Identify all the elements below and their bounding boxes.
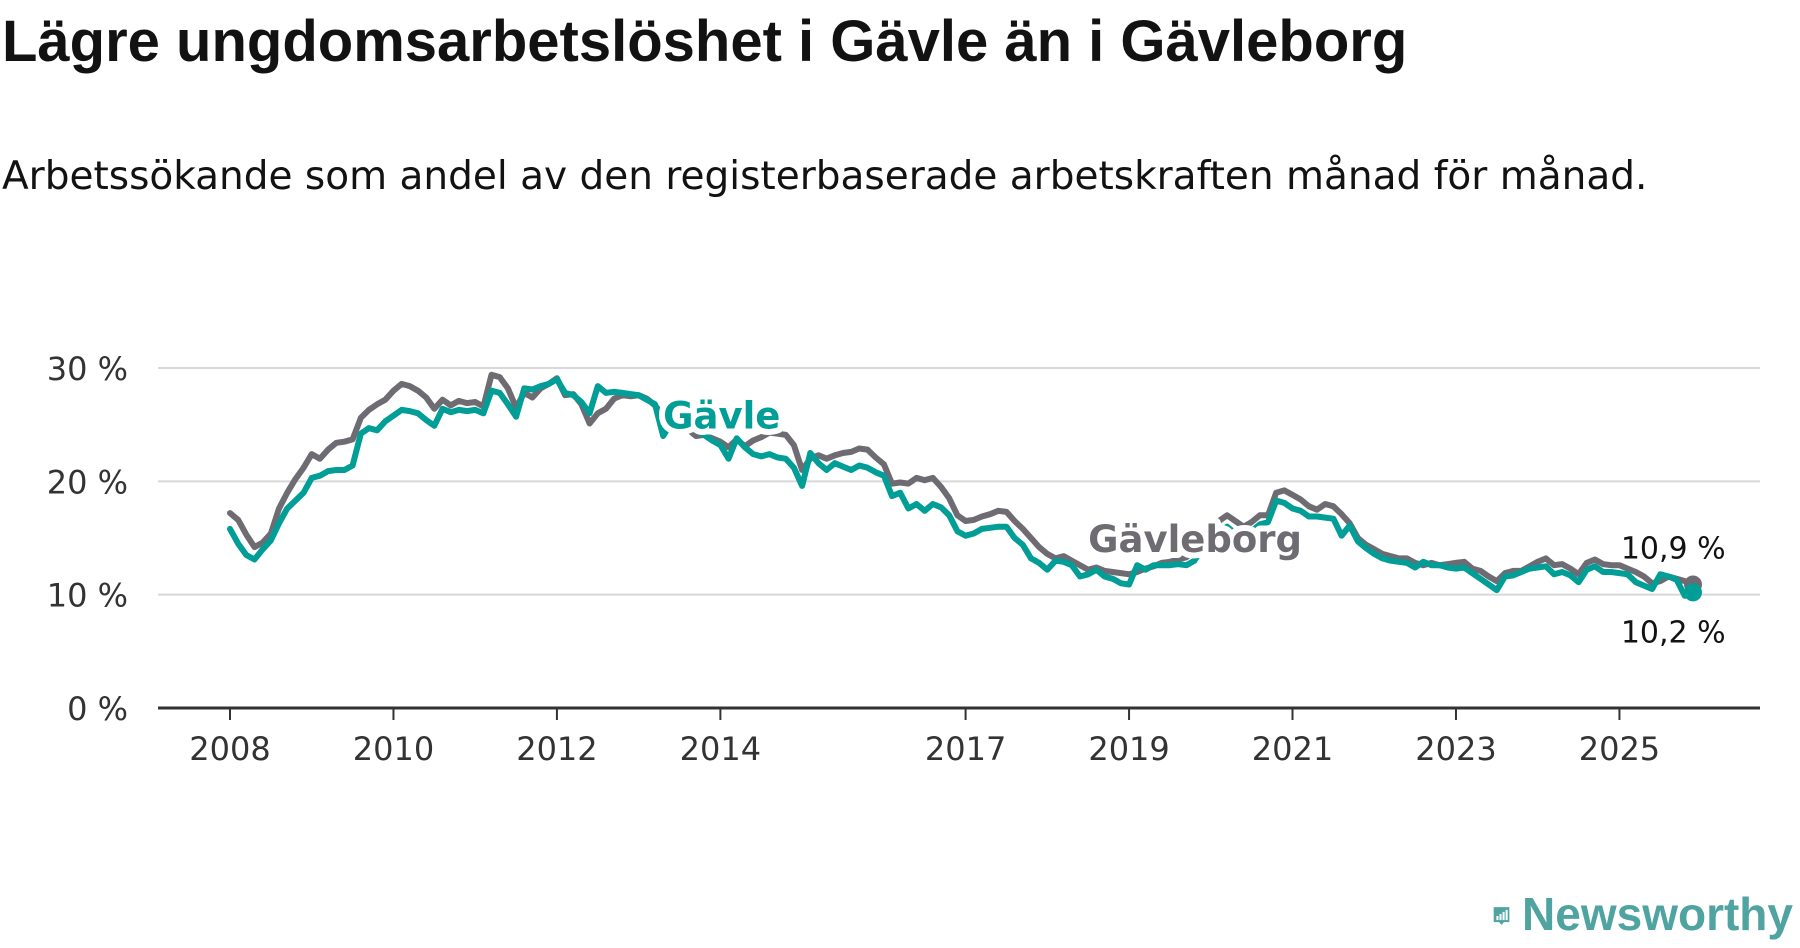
x-tick-label: 2010: [353, 730, 434, 768]
series-line-gavle: [227, 376, 1696, 599]
x-tick-label: 2012: [516, 730, 597, 768]
series-end-point: [1684, 583, 1702, 602]
series-line-gavleborg: [227, 371, 1696, 588]
series-label: Gävle: [663, 394, 780, 437]
x-tick-label: 2021: [1252, 730, 1333, 768]
y-tick-label: 10 %: [47, 577, 128, 615]
x-tick-label: 2008: [189, 730, 270, 768]
chart-subtitle: Arbetssökande som andel av den registerb…: [2, 154, 1648, 199]
y-tick-label: 20 %: [47, 463, 128, 501]
brand-logo: Newsworthy: [1493, 888, 1793, 948]
x-tick-label: 2023: [1415, 730, 1496, 768]
x-tick-label: 2017: [925, 730, 1006, 768]
y-tick-label: 30 %: [47, 350, 128, 388]
end-value-label: 10,2 %: [1621, 615, 1726, 650]
y-tick-label: 0 %: [67, 690, 128, 728]
end-value-label: 10,9 %: [1621, 531, 1726, 566]
chart-title: Lägre ungdomsarbetslöshet i Gävle än i G…: [2, 9, 1408, 74]
brand-name: Newsworthy: [1522, 888, 1793, 940]
x-tick-label: 2019: [1088, 730, 1169, 768]
bar-chart-icon: [1493, 907, 1510, 925]
x-tick-label: 2025: [1579, 730, 1660, 768]
series-label: Gävleborg: [1088, 518, 1302, 561]
x-tick-label: 2014: [680, 730, 761, 768]
